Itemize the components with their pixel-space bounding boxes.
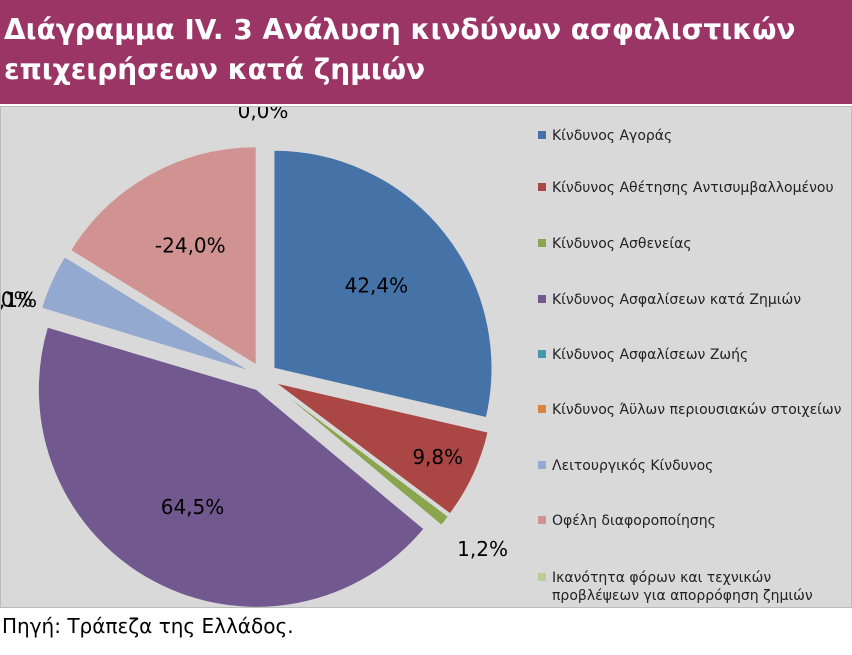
pie: 42,4%9,8%1,2%64,5%0,0%0,1%6,1%-24,0%0,0% — [1, 107, 508, 607]
legend-item: Κίνδυνος Αγοράς — [538, 127, 852, 145]
pie-slice — [69, 146, 257, 366]
pie-slice — [40, 256, 251, 372]
chart-title: Διάγραμμα IV. 3 Ανάλυση κινδύνων ασφαλισ… — [0, 0, 852, 104]
data-label: -24,0% — [155, 233, 226, 257]
legend-swatch — [538, 516, 546, 524]
pie-slice — [275, 382, 489, 515]
pie-slice — [273, 385, 450, 526]
data-label: 0,0% — [238, 107, 289, 123]
legend-item: Κίνδυνος Ασθενείας — [538, 235, 852, 253]
data-label: 0,0% — [1, 287, 33, 311]
legend-label: Κίνδυνος Άϋλων περιουσιακών στοιχείων — [552, 402, 842, 418]
data-label: 0,1% — [1, 288, 37, 312]
data-label: 64,5% — [161, 495, 225, 519]
legend-item: Κίνδυνος Ασφαλίσεων Ζωής — [538, 346, 852, 364]
data-label: 42,4% — [345, 273, 409, 297]
data-label: 9,8% — [412, 445, 463, 469]
legend-swatch — [538, 350, 546, 358]
pie-slice — [37, 326, 425, 607]
legend-item: Κίνδυνος Αθέτησης Αντισυμβαλλομένου — [538, 179, 852, 197]
legend-item: Οφέλη διαφοροποίησης — [538, 512, 852, 530]
legend-swatch — [538, 295, 546, 303]
legend-label: Λειτουργικός Κίνδυνος — [552, 458, 714, 474]
legend-label: Κίνδυνος Ασφαλίσεων κατά Ζημιών — [552, 292, 802, 308]
legend-label: Ικανότητα φόρων και τεχνικών προβλέψεων … — [552, 570, 813, 604]
plot-area: 42,4%9,8%1,2%64,5%0,0%0,1%6,1%-24,0%0,0%… — [0, 106, 852, 608]
legend-swatch — [538, 183, 546, 191]
legend-swatch — [538, 239, 546, 247]
legend-label: Κίνδυνος Αγοράς — [552, 128, 673, 144]
legend-swatch — [538, 573, 546, 581]
legend-item: Κίνδυνος Ασφαλίσεων κατά Ζημιών — [538, 291, 852, 309]
legend-label: Κίνδυνος Ασθενείας — [552, 236, 692, 252]
legend-item: Ικανότητα φόρων και τεχνικών προβλέψεων … — [538, 569, 852, 605]
legend-swatch — [538, 131, 546, 139]
legend-swatch — [538, 405, 546, 413]
legend-label: Κίνδυνος Αθέτησης Αντισυμβαλλομένου — [552, 180, 834, 196]
data-label: 1,2% — [457, 537, 508, 561]
legend-item: Λειτουργικός Κίνδυνος — [538, 457, 852, 475]
legend-label: Κίνδυνος Ασφαλίσεων Ζωής — [552, 347, 749, 363]
pie-slice — [40, 309, 250, 374]
legend-item: Κίνδυνος Άϋλων περιουσιακών στοιχείων — [538, 401, 852, 419]
pie-slice — [273, 149, 493, 419]
legend-label: Οφέλη διαφοροποίησης — [552, 513, 716, 529]
source: Πηγή: Τράπεζα της Ελλάδος. — [2, 614, 294, 638]
legend-swatch — [538, 461, 546, 469]
